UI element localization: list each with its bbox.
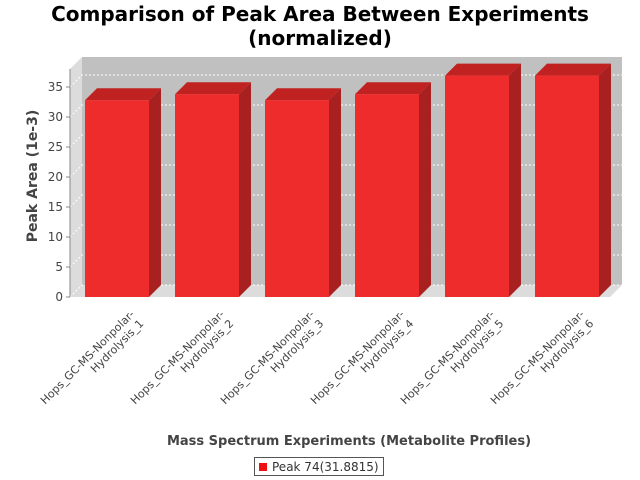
bar-front — [355, 94, 419, 297]
y-tick-label: 15 — [48, 200, 63, 214]
bar-side — [599, 63, 611, 297]
gridline — [69, 284, 622, 298]
x-tick-label-line: Hops_GC-MS-Nonpolar- — [488, 308, 587, 407]
legend-swatch — [259, 462, 267, 471]
bar — [355, 82, 431, 297]
plot-left-wall — [70, 57, 82, 297]
x-tick-label-line: Hops_GC-MS-Nonpolar- — [38, 308, 137, 407]
chart-title: Comparison of Peak Area Between Experime… — [0, 2, 640, 50]
gridline — [69, 194, 622, 208]
gridline — [69, 104, 622, 118]
bar-front — [535, 75, 599, 297]
bar — [445, 63, 521, 297]
bar-top — [445, 63, 521, 76]
bar-side — [149, 88, 161, 297]
gridline — [69, 224, 622, 238]
chart-title-line2: (normalized) — [248, 26, 392, 50]
bar-side — [329, 88, 341, 297]
y-tick-label: 0 — [55, 290, 63, 304]
gridlines — [69, 74, 622, 298]
bar-top — [535, 63, 611, 76]
bar — [265, 88, 341, 297]
x-axis-title: Mass Spectrum Experiments (Metabolite Pr… — [167, 434, 531, 449]
bar — [175, 82, 251, 297]
bar-front — [175, 94, 239, 297]
y-axis: 0 5 10 15 20 25 30 35 — [48, 69, 71, 304]
bar-side — [239, 82, 251, 297]
bar-top — [175, 82, 251, 95]
legend: Peak 74(31.8815) — [254, 457, 384, 476]
y-axis-title: Peak Area (1e-3) — [25, 110, 41, 243]
bar — [535, 63, 611, 297]
bar-front — [265, 100, 329, 297]
bar-top — [85, 88, 161, 101]
bar-front — [445, 75, 509, 297]
bar-top — [265, 88, 341, 101]
chart-title-line1: Comparison of Peak Area Between Experime… — [51, 2, 589, 26]
bars — [85, 63, 611, 297]
x-tick-label-line: Hops_GC-MS-Nonpolar- — [128, 308, 227, 407]
y-tick-label: 25 — [48, 140, 63, 154]
bar-side — [419, 82, 431, 297]
y-tick-label: 35 — [48, 80, 63, 94]
bar — [85, 88, 161, 297]
gridline — [69, 134, 622, 148]
x-tick-label-line: Hops_GC-MS-Nonpolar- — [218, 308, 317, 407]
x-tick-label: Hops_GC-MS-Nonpolar-Hydrolysis_6 — [488, 308, 596, 416]
gridline — [69, 254, 622, 268]
y-tick-label: 5 — [55, 260, 63, 274]
bar-top — [355, 82, 431, 95]
legend-label: Peak 74(31.8815) — [272, 459, 379, 474]
x-tick-labels: Hops_GC-MS-Nonpolar-Hydrolysis_1Hops_GC-… — [38, 308, 596, 416]
x-tick-label-line: Hops_GC-MS-Nonpolar- — [308, 308, 407, 407]
bar-side — [509, 63, 521, 297]
bar-front — [85, 100, 149, 297]
gridline — [69, 74, 622, 88]
x-tick-label-line: Hops_GC-MS-Nonpolar- — [398, 308, 497, 407]
y-tick-label: 10 — [48, 230, 63, 244]
y-tick-label: 20 — [48, 170, 63, 184]
gridline — [69, 164, 622, 178]
y-tick-label: 30 — [48, 110, 63, 124]
